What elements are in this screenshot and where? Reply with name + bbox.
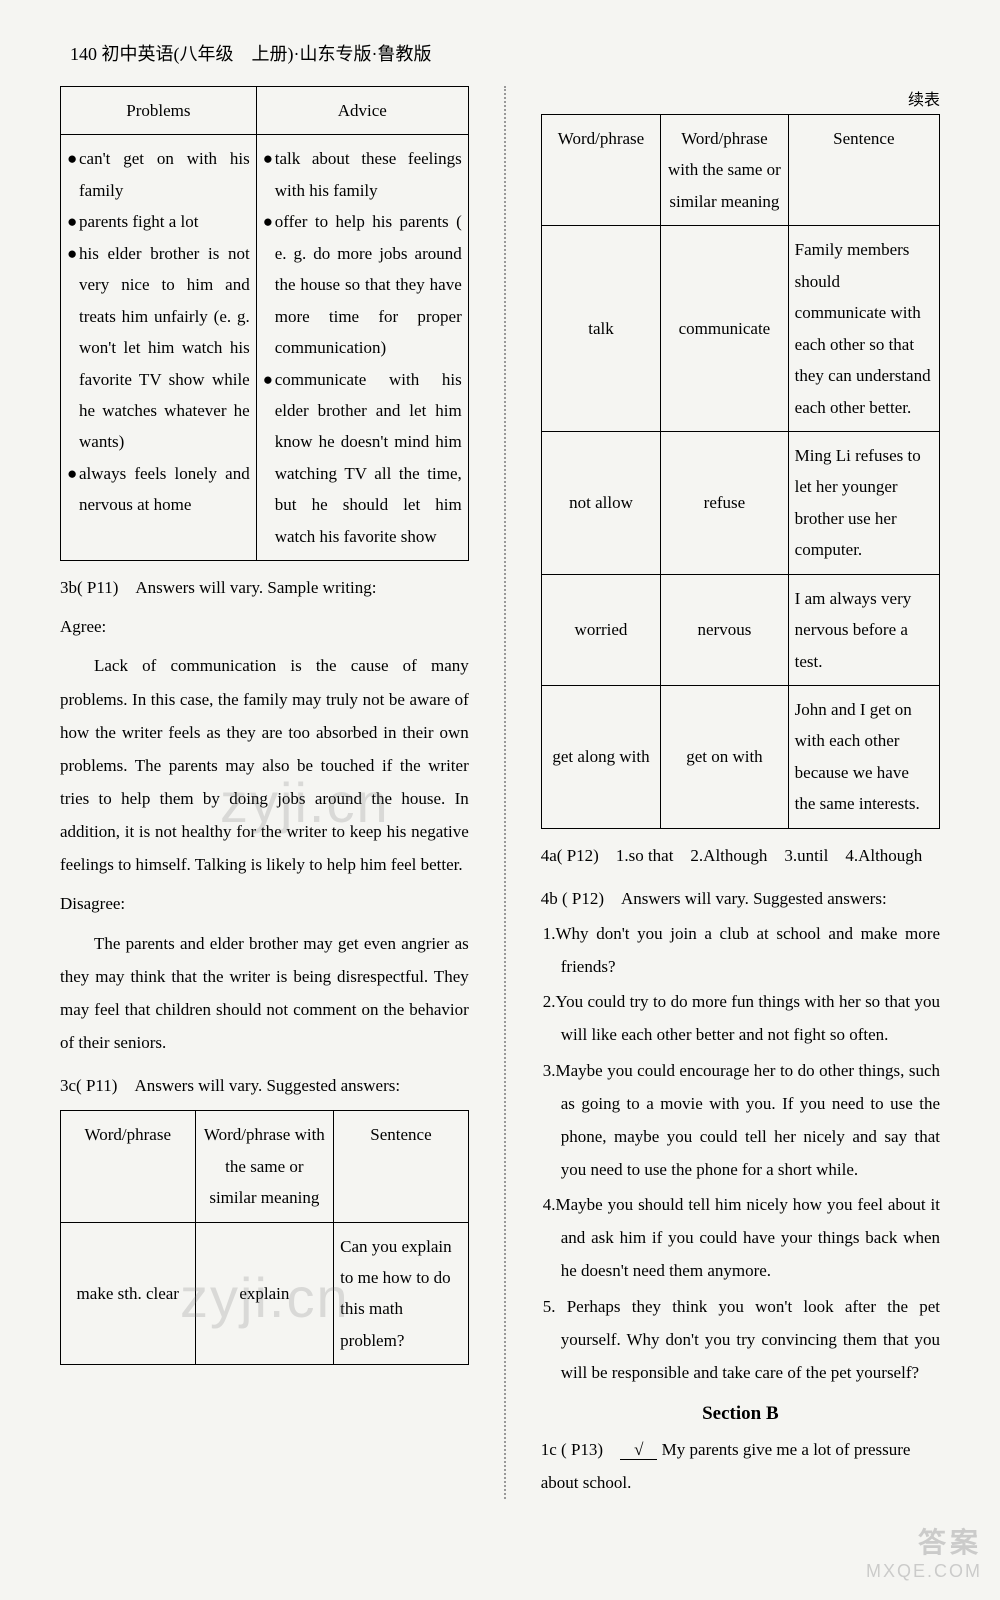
t2-h3: Sentence <box>334 1111 469 1222</box>
checkmark: √ <box>620 1440 657 1460</box>
agree-label: Agree: <box>60 610 469 643</box>
ans-5: 5. Perhaps they think you won't look aft… <box>541 1290 940 1389</box>
t2-h1: Word/phrase <box>61 1111 196 1222</box>
advice-2: offer to help his parents ( e. g. do mor… <box>275 206 462 363</box>
t3-h1: Word/phrase <box>541 115 660 226</box>
left-column: Problems Advice ●can't get on with his f… <box>60 86 469 1499</box>
th-problems: Problems <box>61 87 257 135</box>
t3-r3c2: nervous <box>661 574 788 685</box>
t3-r1c2: communicate <box>661 226 788 432</box>
t2-r1c2: explain <box>195 1222 334 1365</box>
t3-h2: Word/phrase with the same or similar mea… <box>661 115 788 226</box>
agree-text: Lack of communication is the cause of ma… <box>60 649 469 881</box>
problem-1: can't get on with his family <box>79 143 250 206</box>
synonym-table-2: Word/phrase Word/phrase with the same or… <box>541 114 940 829</box>
t3-r4c1: get along with <box>541 686 660 829</box>
th-advice: Advice <box>256 87 468 135</box>
t3-r1c1: talk <box>541 226 660 432</box>
disagree-label: Disagree: <box>60 887 469 920</box>
label-4b: 4b ( P12) Answers will vary. Suggested a… <box>541 882 940 915</box>
t3-r2c2: refuse <box>661 431 788 574</box>
t3-r2c1: not allow <box>541 431 660 574</box>
problems-advice-table: Problems Advice ●can't get on with his f… <box>60 86 469 561</box>
ans-1: 1.Why don't you join a club at school an… <box>541 917 940 983</box>
problem-2: parents fight a lot <box>79 206 250 237</box>
s1c-pre: 1c ( P13) <box>541 1440 620 1459</box>
t3-h3: Sentence <box>788 115 939 226</box>
right-column: 续表 Word/phrase Word/phrase with the same… <box>541 86 940 1499</box>
ans-3: 3.Maybe you could encourage her to do ot… <box>541 1054 940 1187</box>
advice-1: talk about these feelings with his famil… <box>275 143 462 206</box>
t3-r4c2: get on with <box>661 686 788 829</box>
line-1c: 1c ( P13) √ My parents give me a lot of … <box>541 1433 940 1499</box>
label-3b: 3b( P11) Answers will vary. Sample writi… <box>60 571 469 604</box>
synonym-table-1: Word/phrase Word/phrase with the same or… <box>60 1110 469 1365</box>
continued-label: 续表 <box>541 86 940 110</box>
t3-r4c3: John and I get on with each other becaus… <box>788 686 939 829</box>
t3-r1c3: Family members should communicate with e… <box>788 226 939 432</box>
t2-h2: Word/phrase with the same or similar mea… <box>195 1111 334 1222</box>
corner-mark: 答案 MXQE.COM <box>866 1521 982 1582</box>
label-4a: 4a( P12) 1.so that 2.Although 3.until 4.… <box>541 839 940 872</box>
corner-line1: 答案 <box>866 1521 982 1561</box>
ans-4: 4.Maybe you should tell him nicely how y… <box>541 1188 940 1287</box>
t3-r3c1: worried <box>541 574 660 685</box>
problem-3: his elder brother is not very nice to hi… <box>79 238 250 458</box>
page-header: 140 初中英语(八年级 上册)·山东专版·鲁教版 <box>60 40 940 66</box>
advice-3: communicate with his elder brother and l… <box>275 364 462 553</box>
label-3c: 3c( P11) Answers will vary. Suggested an… <box>60 1069 469 1102</box>
t2-r1c1: make sth. clear <box>61 1222 196 1365</box>
t2-r1c3: Can you explain to me how to do this mat… <box>334 1222 469 1365</box>
ans-2: 2.You could try to do more fun things wi… <box>541 985 940 1051</box>
problem-4: always feels lonely and nervous at home <box>79 458 250 521</box>
problems-cell: ●can't get on with his family ●parents f… <box>61 135 257 561</box>
section-b-title: Section B <box>541 1403 940 1425</box>
t3-r3c3: I am always very nervous before a test. <box>788 574 939 685</box>
column-divider <box>504 86 506 1499</box>
disagree-text: The parents and elder brother may get ev… <box>60 927 469 1060</box>
advice-cell: ●talk about these feelings with his fami… <box>256 135 468 561</box>
t3-r2c3: Ming Li refuses to let her younger broth… <box>788 431 939 574</box>
corner-line2: MXQE.COM <box>866 1561 982 1582</box>
